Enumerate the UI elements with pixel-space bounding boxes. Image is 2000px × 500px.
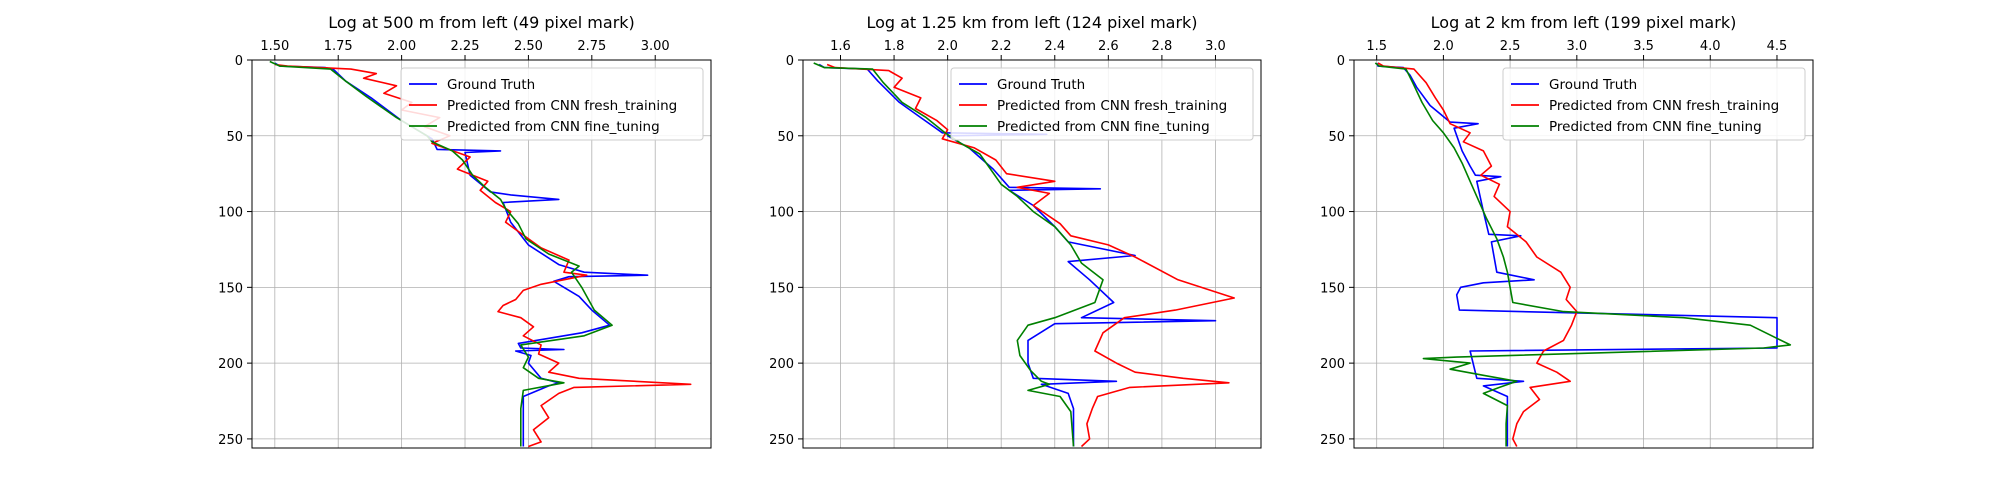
x-tick-label: 2.0 [1433,39,1454,54]
axes-frame [251,59,712,449]
x-tick-label: 1.75 [324,39,353,54]
x-tick-label: 2.50 [514,39,543,54]
x-tick-label: 1.50 [260,39,289,54]
x-tick-label: 1.6 [830,39,851,54]
series-line-2 [826,63,1235,448]
x-tick-label: 2.5 [1500,39,1521,54]
y-tick-label: 100 [1320,206,1345,221]
y-tick-label: 0 [235,54,243,69]
legend-box [950,67,1254,141]
legend-box [1502,67,1806,141]
x-tick-label: 2.00 [387,39,416,54]
x-tick-label: 1.8 [884,39,905,54]
y-tick-label: 250 [1320,433,1345,448]
y-tick-label: 150 [1320,281,1345,296]
axes-frame [802,59,1262,449]
series-line-3 [1374,62,1792,447]
x-tick-label: 3.0 [1205,39,1226,54]
x-tick-label: 2.25 [451,39,480,54]
x-tick-label: 1.5 [1366,39,1387,54]
y-tick-label: 250 [218,433,243,448]
x-tick-label: 2.8 [1152,39,1173,54]
legend: Ground Truth Predicted from CNN fresh_tra… [1502,67,1806,141]
legend-label: Predicted from CNN fresh_training [1549,98,1779,114]
series-line-1 [1375,62,1778,447]
x-tick-label: 2.4 [1044,39,1065,54]
y-tick-label: 250 [769,433,794,448]
y-tick-label: 50 [226,130,243,145]
x-tick-label: 3.0 [1566,39,1587,54]
x-tick-label: 2.2 [991,39,1012,54]
y-tick-label: 200 [1320,357,1345,372]
y-tick-label: 100 [218,206,243,221]
y-tick-label: 50 [777,130,794,145]
chart-title: Log at 1.25 km from left (124 pixel mark… [866,13,1197,32]
chart-panel-1: 1.50 1.75 2.00 2.25 2.50 2.75 3.00 0 50 100 150 200… [218,13,712,449]
x-tick-label: 3.5 [1633,39,1654,54]
chart-title: Log at 2 km from left (199 pixel mark) [1431,13,1737,32]
x-tick-label: 4.0 [1700,39,1721,54]
y-tick-label: 50 [1328,130,1345,145]
y-tick-label: 100 [769,206,794,221]
legend-label: Predicted from CNN fine_tuning [997,119,1210,135]
series-line-2 [1377,62,1578,447]
y-tick-label: 0 [1337,54,1345,69]
x-tick-label: 2.75 [577,39,606,54]
chart-panel-2: 1.6 1.8 2.0 2.2 2.4 2.6 2.8 3.0 0 50 100 150 200 250 L… [769,13,1262,449]
x-tick-label: 4.5 [1767,39,1788,54]
y-tick-label: 150 [769,281,794,296]
x-tick-label: 2.0 [937,39,958,54]
x-tick-label: 2.6 [1098,39,1119,54]
legend-label: Predicted from CNN fresh_training [447,98,677,114]
legend: Ground Truth Predicted from CNN fresh_tra… [400,67,704,141]
legend-label: Ground Truth [447,77,535,93]
y-tick-label: 0 [786,54,794,69]
y-tick-label: 150 [218,281,243,296]
y-tick-label: 200 [769,357,794,372]
chart-title: Log at 500 m from left (49 pixel mark) [328,13,635,32]
chart-panel-3: 1.5 2.0 2.5 3.0 3.5 4.0 4.5 0 50 100 150 200 250 Log … [1320,13,1814,449]
legend-label: Predicted from CNN fine_tuning [1549,119,1762,135]
legend-label: Predicted from CNN fine_tuning [447,119,660,135]
axes-frame [1353,59,1814,449]
x-tick-label: 3.00 [641,39,670,54]
legend: Ground Truth Predicted from CNN fresh_tra… [950,67,1254,141]
y-tick-label: 200 [218,357,243,372]
legend-label: Predicted from CNN fresh_training [997,98,1227,114]
legend-label: Ground Truth [1549,77,1637,93]
series-line-3 [813,62,1104,447]
legend-label: Ground Truth [997,77,1085,93]
legend-box [400,67,704,141]
